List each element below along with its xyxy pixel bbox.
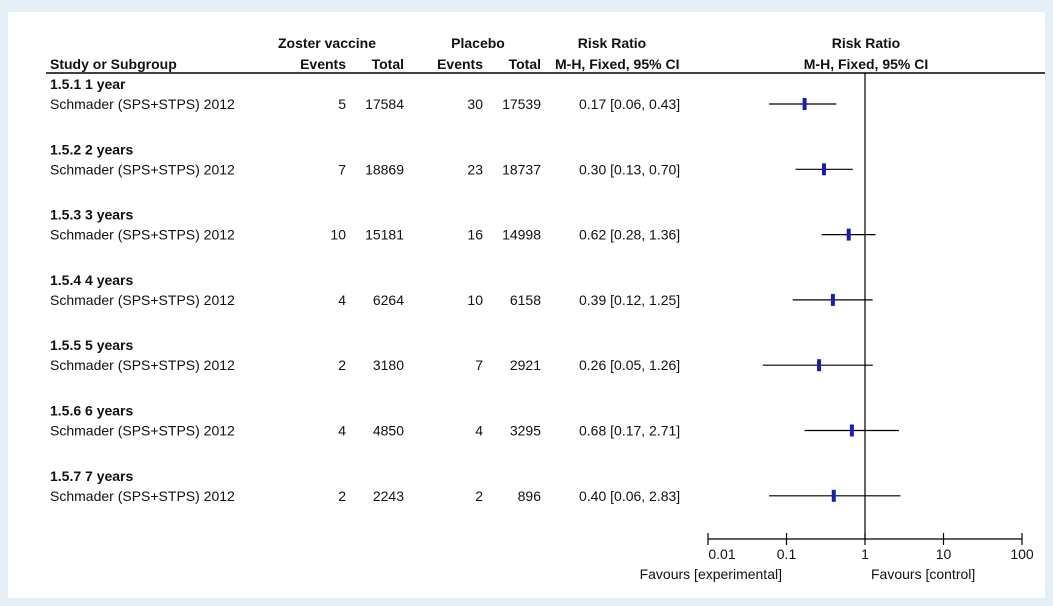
rr-point-marker [802, 98, 807, 110]
total2-value: 3295 [510, 423, 541, 439]
group2-title: Placebo [451, 35, 505, 51]
events2-header: Events [437, 56, 483, 72]
x-tick-label: 0.1 [777, 546, 797, 562]
total2-value: 2921 [510, 357, 541, 373]
study-name: Schmader (SPS+STPS) 2012 [50, 423, 235, 439]
events1-value: 2 [338, 488, 346, 504]
study-column-header: Study or Subgroup [50, 56, 177, 72]
rr-point-marker [830, 293, 835, 306]
total1-value: 3180 [373, 357, 404, 373]
total2-header: Total [509, 56, 541, 72]
x-tick-label: 1 [861, 546, 869, 562]
forest-plot-panel: Zoster vaccine Placebo Risk Ratio Risk R… [8, 12, 1045, 598]
x-tick-label: 0.01 [708, 546, 735, 562]
rr-title-left: Risk Ratio [578, 35, 646, 51]
subgroup-label: 1.5.2 2 years [50, 141, 134, 157]
study-name: Schmader (SPS+STPS) 2012 [50, 227, 235, 243]
events2-value: 10 [467, 292, 483, 308]
forest-marks [762, 73, 901, 539]
events2-value: 2 [475, 488, 483, 504]
total2-value: 896 [518, 488, 542, 504]
events1-value: 7 [338, 161, 346, 177]
subgroup-rows: 1.5.1 1 year Schmader (SPS+STPS) 2012 5 175… [50, 76, 680, 504]
favours-right-label: Favours [control] [871, 566, 975, 582]
total2-value: 14998 [502, 227, 541, 243]
total1-header: Total [372, 56, 404, 72]
events1-header: Events [300, 56, 346, 72]
events1-value: 4 [338, 292, 346, 308]
ci-text: 0.62 [0.28, 1.36] [579, 227, 680, 243]
study-name: Schmader (SPS+STPS) 2012 [50, 488, 235, 504]
events2-value: 16 [467, 227, 483, 243]
study-name: Schmader (SPS+STPS) 2012 [50, 292, 235, 308]
events1-value: 10 [330, 227, 346, 243]
ci-text: 0.39 [0.12, 1.25] [579, 292, 680, 308]
rr-point-marker [821, 163, 826, 176]
total1-value: 18869 [365, 161, 404, 177]
rr-point-marker [831, 489, 836, 502]
total1-value: 2243 [373, 488, 404, 504]
x-axis: 0.01 0.1 1 10 100 [707, 533, 1034, 562]
rr-point-marker [817, 359, 822, 372]
events2-value: 4 [475, 423, 483, 439]
favours-left-label: Favours [experimental] [640, 566, 782, 582]
events2-value: 23 [467, 161, 483, 177]
study-name: Schmader (SPS+STPS) 2012 [50, 96, 235, 112]
total2-value: 6158 [510, 292, 541, 308]
total1-value: 6264 [373, 292, 404, 308]
ci-text: 0.26 [0.05, 1.26] [579, 357, 680, 373]
ci-text: 0.40 [0.06, 2.83] [579, 488, 680, 504]
rr-title-right: Risk Ratio [832, 35, 900, 51]
events1-value: 4 [338, 423, 346, 439]
total1-value: 17584 [365, 96, 404, 112]
rr-point-marker [849, 424, 854, 437]
x-tick-label: 10 [936, 546, 952, 562]
subgroup-label: 1.5.5 5 years [50, 337, 134, 353]
subgroup-label: 1.5.6 6 years [50, 403, 134, 419]
group1-title: Zoster vaccine [278, 35, 376, 51]
ci-text: 0.30 [0.13, 0.70] [579, 161, 680, 177]
study-name: Schmader (SPS+STPS) 2012 [50, 357, 235, 373]
subgroup-label: 1.5.4 4 years [50, 272, 134, 288]
method-header-right: M-H, Fixed, 95% CI [804, 56, 928, 72]
subgroup-label: 1.5.3 3 years [50, 207, 134, 223]
events2-value: 7 [475, 357, 483, 373]
study-name: Schmader (SPS+STPS) 2012 [50, 161, 235, 177]
total1-value: 15181 [365, 227, 404, 243]
ci-text: 0.68 [0.17, 2.71] [579, 423, 680, 439]
forest-plot: Zoster vaccine Placebo Risk Ratio Risk R… [46, 35, 1045, 582]
total2-value: 17539 [502, 96, 541, 112]
rr-point-marker [846, 228, 851, 241]
subgroup-label: 1.5.7 7 years [50, 468, 134, 484]
events2-value: 30 [467, 96, 483, 112]
method-header-left: M-H, Fixed, 95% CI [555, 56, 679, 72]
events1-value: 5 [338, 96, 346, 112]
x-tick-label: 100 [1010, 546, 1034, 562]
subgroup-label: 1.5.1 1 year [50, 76, 126, 92]
total1-value: 4850 [373, 423, 404, 439]
ci-text: 0.17 [0.06, 0.43] [579, 96, 680, 112]
total2-value: 18737 [502, 161, 541, 177]
events1-value: 2 [338, 357, 346, 373]
